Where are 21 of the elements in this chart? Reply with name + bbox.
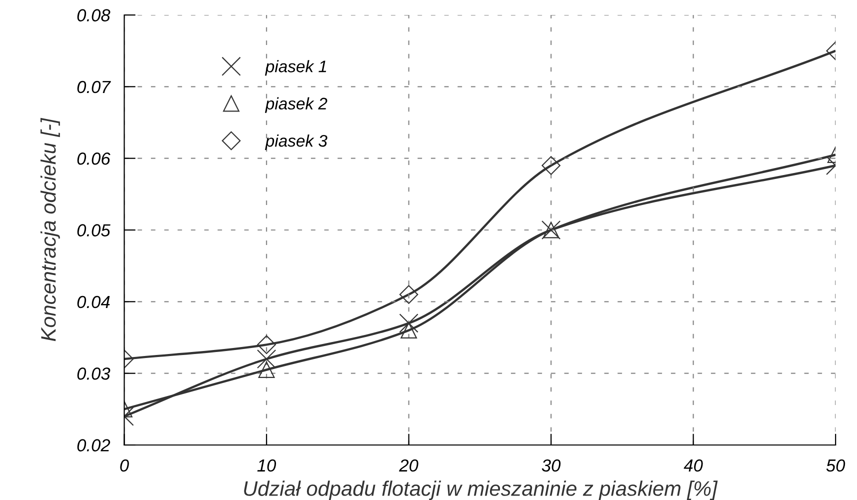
y-tick-label: 0.07 (77, 80, 111, 94)
y-tick-label: 0.08 (77, 9, 110, 22)
legend-label: piasek 1 (264, 60, 326, 76)
y-tick-label: 0.05 (77, 224, 110, 236)
point (399, 285, 418, 304)
x-tick-label: 10 (257, 459, 276, 472)
x-tick-label: 40 (684, 459, 703, 472)
x-tick-label: 20 (399, 459, 418, 472)
x-tick-label: 30 (542, 459, 561, 472)
y-tick-label: 0.04 (77, 296, 110, 308)
y-tick-label: 0.06 (77, 152, 110, 165)
legend-label: piasek 3 (264, 134, 328, 150)
legend-label: piasek 2 (264, 97, 328, 113)
x-tick-label: 0 (120, 459, 129, 472)
y-tick-label: 0.02 (77, 439, 110, 452)
y-axis-title: Koncentracja odcieku [-] (40, 118, 60, 342)
y-tick-label: 0.03 (77, 368, 110, 380)
point (542, 156, 560, 175)
point (400, 322, 417, 339)
x-axis-title: Udział odpadu flotacji w mieszaninie z piaskiem [%] (244, 480, 718, 500)
x-tick-label: 50 (826, 459, 846, 472)
